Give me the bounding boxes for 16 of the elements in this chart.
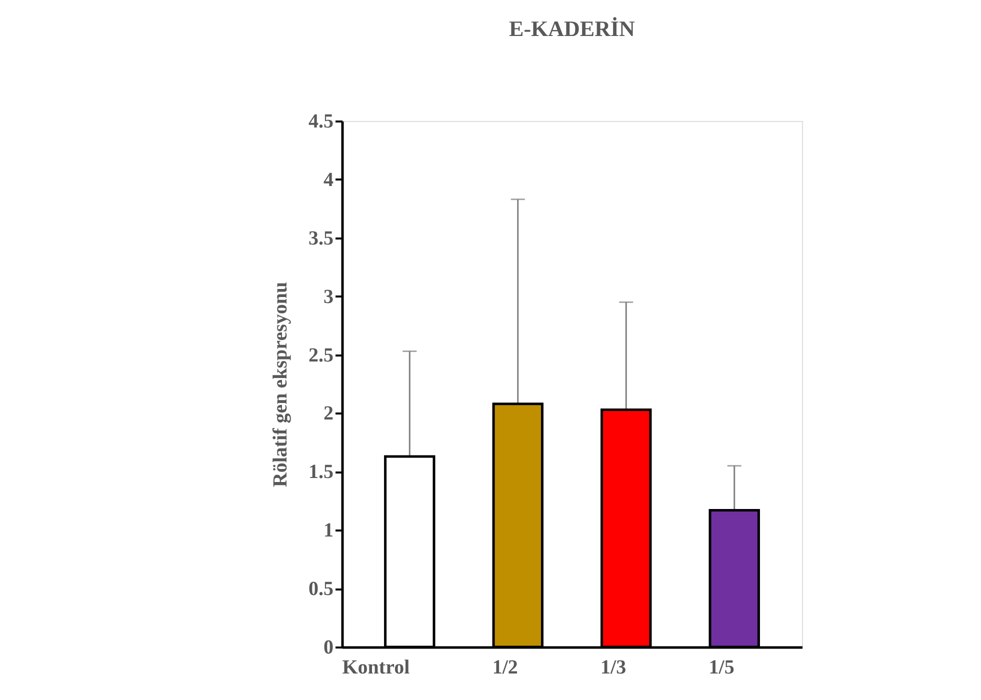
y-tick-label: 1 (324, 520, 334, 542)
y-tick-label: 0 (324, 636, 334, 658)
y-tick-label: 2.5 (308, 344, 334, 366)
x-tick-label: 1/2 (492, 656, 518, 678)
y-tick-label: 4 (324, 168, 334, 191)
y-tick-label: 1.5 (308, 461, 334, 484)
y-tick-label: 3 (324, 286, 334, 308)
x-tick-label: 1/5 (708, 656, 734, 678)
x-tick-label: 1/3 (600, 656, 626, 678)
y-axis-title: Rölatif gen ekspresyonu (270, 282, 292, 488)
y-tick-label: 3.5 (308, 227, 334, 250)
y-tick-label: 2 (324, 402, 334, 425)
y-tick-label: 0.5 (308, 578, 334, 600)
y-tick-label: 4.5 (308, 110, 334, 132)
x-tick-label: Kontrol (342, 656, 410, 678)
chart-title: E-KADERİN (509, 16, 636, 41)
